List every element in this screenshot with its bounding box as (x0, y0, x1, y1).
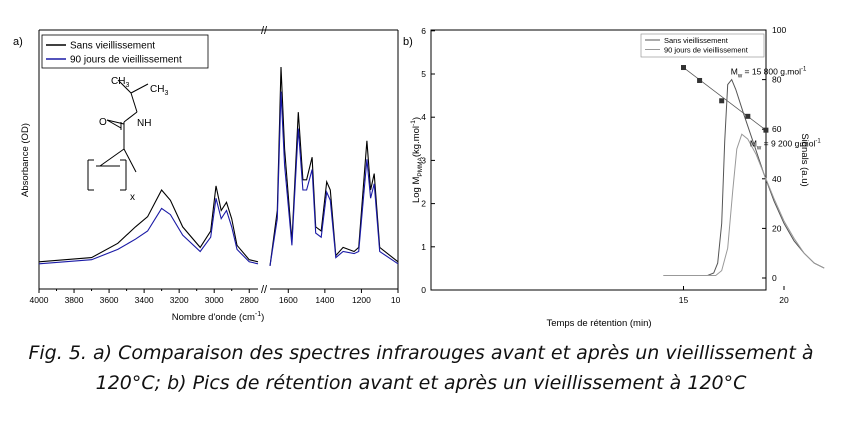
panel-label-b: b) (403, 36, 413, 48)
y-right-axis-title: Signals (a.u) (799, 133, 810, 186)
molecule-bond (106, 119, 122, 129)
ir-spectra-chart: a) // // 4000 3800 3600 3400 3200 3000 2800 1600 14… (13, 25, 400, 323)
calibration-point (697, 77, 703, 83)
y-left-tick-label: 2 (421, 199, 426, 209)
calibration-point (763, 127, 769, 133)
x-tick-label-a: 1600 (279, 295, 298, 305)
y-left-tick-label: 4 (421, 112, 426, 122)
y-axis-title-a: Absorbance (OD) (20, 123, 31, 197)
series-line-a-2-seg1 (38, 198, 259, 265)
series-line-b-2 (663, 133, 825, 276)
molecule-label-ch3-left: CH3 (111, 76, 129, 89)
series-line-a-1-seg1 (38, 185, 259, 263)
x-tick-label-b: 20 (779, 295, 789, 305)
molecule-label-o: O (99, 117, 107, 128)
y-left-tick-label: 5 (421, 69, 426, 79)
x-tick-label-b: 15 (679, 295, 689, 305)
x-tick-label-a: 1200 (352, 295, 371, 305)
y-right-tick-label: 40 (772, 174, 782, 184)
molecule-label-nh: NH (137, 118, 151, 129)
legend-a-label-1: Sans vieillissement (70, 41, 155, 52)
molecule-bond (123, 148, 137, 173)
calibration-line (683, 67, 767, 131)
legend-b-box (640, 33, 765, 58)
molecule-bond (130, 83, 149, 94)
mw-annotation-2: Mw = 9 200 g.mol-1 (750, 139, 822, 152)
molecule-bond (99, 148, 125, 167)
mw-annotation-1: Mw = 15 800 g.mol-1 (731, 67, 807, 80)
panel-label-a: a) (13, 36, 23, 48)
figure-caption: Fig. 5. a) Comparaison des spectres infr… (0, 338, 842, 398)
molecule-structure (87, 79, 149, 191)
y-left-tick-label: 6 (421, 26, 426, 36)
legend-b-label-1: Sans vieillissement (664, 36, 729, 45)
molecule-bond (117, 79, 132, 94)
legend-a-box (41, 34, 209, 69)
calibration-point (719, 98, 725, 104)
series-line-b-1 (663, 78, 825, 276)
x-tick-label-a: 100 (391, 295, 400, 305)
x-tick-label-a: 1400 (315, 295, 334, 305)
x-tick-label-a: 3400 (135, 295, 154, 305)
molecule-bond (106, 119, 125, 125)
molecule-label-x: x (130, 192, 135, 203)
caption-line-1: Fig. 5. a) Comparaison des spectres infr… (28, 342, 814, 364)
plot-b-frame (430, 29, 767, 291)
molecule-bond (130, 92, 138, 113)
legend-a-label-2: 90 jours de vieillissement (70, 55, 182, 66)
calibration-point (745, 113, 751, 119)
calibration-point (681, 65, 686, 71)
molecule-bond (123, 111, 138, 123)
y-right-tick-label: 60 (772, 124, 782, 134)
series-line-a-1-seg2 (269, 66, 399, 266)
x-tick-label-a: 3800 (65, 295, 84, 305)
y-right-tick-label: 80 (772, 75, 782, 85)
axis-break-bottom: // (261, 284, 268, 296)
x-tick-label-a: 4000 (30, 295, 49, 305)
x-tick-label-a: 3200 (170, 295, 189, 305)
x-axis-title-b: Temps de rétention (min) (546, 318, 651, 329)
caption-line-2: 120°C; b) Pics de rétention avant et apr… (95, 372, 747, 394)
x-tick-label-a: 3600 (100, 295, 119, 305)
y-right-tick-label: 0 (772, 273, 777, 283)
y-right-tick-label: 20 (772, 223, 782, 233)
y-left-tick-label: 1 (421, 242, 426, 252)
molecule-label-ch3-right: CH3 (150, 84, 168, 97)
y-left-tick-label: 0 (421, 285, 426, 295)
x-tick-label-a: 2800 (240, 295, 259, 305)
x-tick-label-a: 3000 (205, 295, 224, 305)
y-right-tick-label: 100 (772, 25, 786, 35)
y-left-tick-label: 3 (421, 155, 426, 165)
axis-break-top: // (261, 25, 268, 37)
x-axis-title-a: Nombre d'onde (cm-1) (172, 311, 265, 323)
legend-b-label-2: 90 jours de vieillissement (664, 46, 749, 55)
y-left-axis-title: Log MPMMA(kg.mol-1) (410, 117, 424, 203)
series-line-a-2-seg2 (269, 91, 399, 266)
